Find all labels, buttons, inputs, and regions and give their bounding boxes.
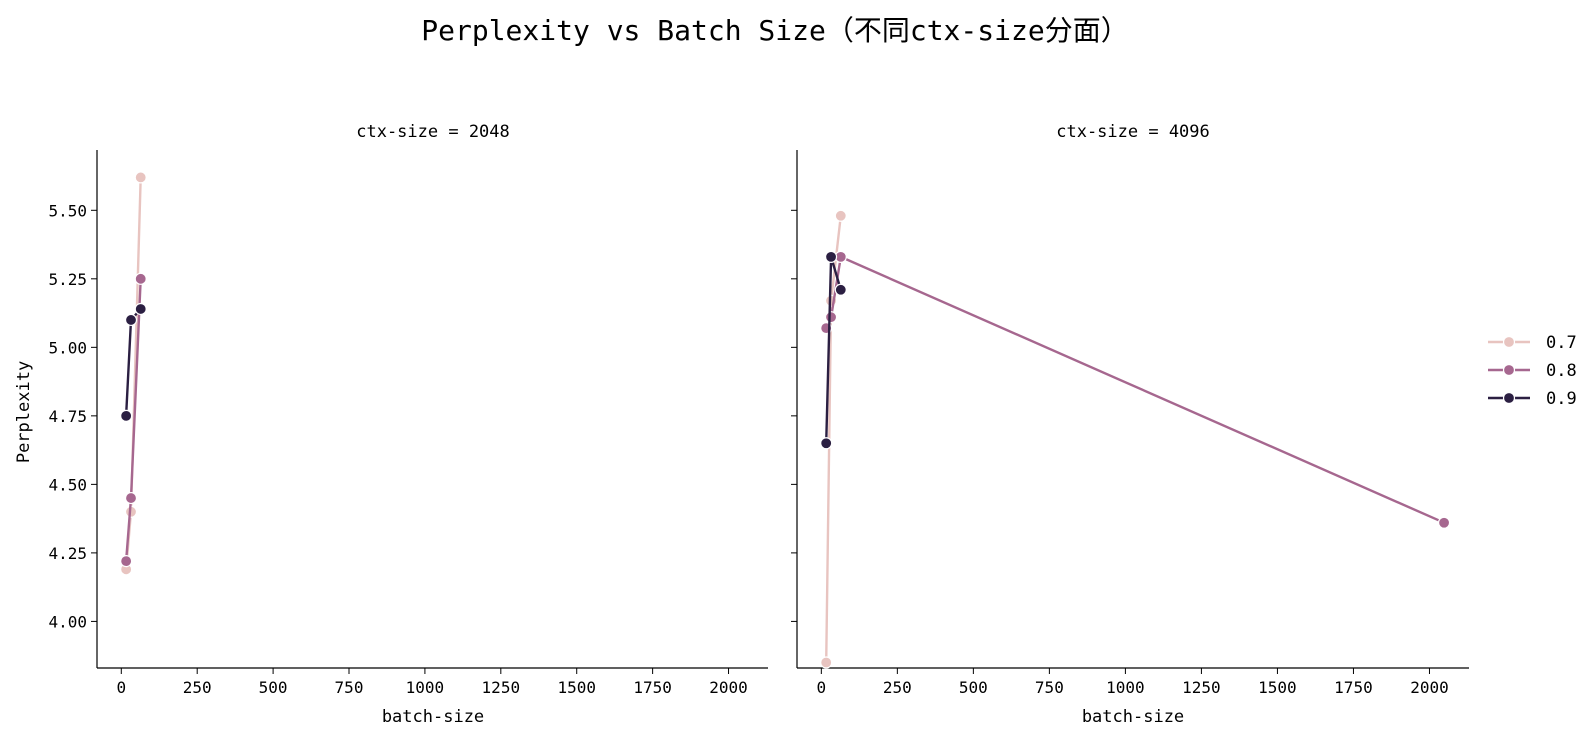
x-tick-label: 250 xyxy=(183,678,212,697)
x-tick-label: 250 xyxy=(883,678,912,697)
legend: 0.7 0.8 0.9 xyxy=(1488,333,1577,409)
legend-marker xyxy=(1502,391,1516,405)
x-tick-label: 2000 xyxy=(709,678,748,697)
x-tick-label: 750 xyxy=(335,678,364,697)
y-tick-label: 4.50 xyxy=(48,475,87,494)
x-axis-label: batch-size xyxy=(382,707,484,727)
y-tick-label: 4.00 xyxy=(48,612,87,631)
x-tick-label: 1250 xyxy=(482,678,521,697)
x-tick-label: 1250 xyxy=(1182,678,1221,697)
data-point xyxy=(134,302,147,316)
y-tick-label: 5.00 xyxy=(48,338,87,357)
data-point xyxy=(820,437,833,450)
data-point xyxy=(824,311,838,324)
legend-marker xyxy=(1502,335,1516,349)
data-point xyxy=(134,272,147,285)
x-tick-label: 1750 xyxy=(1334,678,1373,697)
x-tick-label: 0 xyxy=(817,678,827,697)
x-tick-label: 500 xyxy=(959,678,988,697)
data-point xyxy=(834,283,847,296)
y-tick-label: 4.75 xyxy=(48,407,87,426)
x-tick-label: 2000 xyxy=(1410,678,1449,697)
y-tick-label: 4.25 xyxy=(48,544,87,563)
data-point xyxy=(1437,516,1451,529)
legend-marker xyxy=(1502,363,1516,377)
series-line-0.8 xyxy=(825,255,1445,524)
facet-title: ctx-size = 4096 xyxy=(1056,122,1210,142)
x-tick-label: 1500 xyxy=(1258,678,1297,697)
x-tick-label: 1000 xyxy=(406,678,445,697)
x-tick-label: 0 xyxy=(116,678,126,697)
y-tick-label: 5.25 xyxy=(48,270,87,289)
x-tick-label: 1500 xyxy=(557,678,596,697)
data-point xyxy=(120,555,133,568)
facet-ctx-4096: ctx-size = 4096 0 250 500 750 1000 1250 1500 17… xyxy=(791,122,1469,697)
data-point xyxy=(134,171,147,184)
x-tick-label: 1750 xyxy=(633,678,672,697)
data-point xyxy=(824,250,838,263)
x-axis-label: batch-size xyxy=(1082,707,1184,727)
data-point xyxy=(120,409,133,422)
x-tick-label: 500 xyxy=(259,678,288,697)
x-tick-label: 1000 xyxy=(1106,678,1145,697)
y-tick-label: 5.50 xyxy=(48,201,87,220)
data-point xyxy=(820,656,833,669)
data-point xyxy=(124,491,138,505)
chart-title: Perplexity vs Batch Size（不同ctx-size分面） xyxy=(421,14,1128,47)
facet-ctx-2048: ctx-size = 2048 0 250 500 750 1000 1250 1500 17… xyxy=(48,122,768,697)
y-axis-label: Perplexity xyxy=(14,361,34,463)
facet-title: ctx-size = 2048 xyxy=(356,122,510,142)
x-tick-label: 750 xyxy=(1035,678,1064,697)
data-point xyxy=(834,209,847,222)
legend-label: 0.8 xyxy=(1546,361,1577,381)
legend-label: 0.9 xyxy=(1546,389,1577,409)
legend-label: 0.7 xyxy=(1546,333,1577,353)
data-point xyxy=(124,313,138,327)
